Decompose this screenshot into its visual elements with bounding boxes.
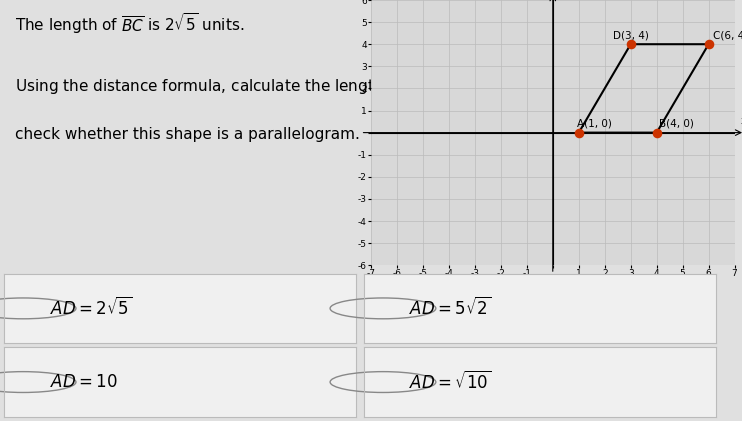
Point [703, 41, 715, 48]
Text: $AD = 5\sqrt{2}$: $AD = 5\sqrt{2}$ [410, 297, 492, 320]
Point [573, 129, 585, 136]
Text: check whether this shape is a parallelogram.: check whether this shape is a parallelog… [15, 127, 360, 142]
Text: $AD = \sqrt{10}$: $AD = \sqrt{10}$ [410, 371, 492, 393]
Text: $AD = 10$: $AD = 10$ [50, 373, 117, 391]
Point [651, 129, 663, 136]
Text: x: x [741, 116, 742, 126]
Text: A(1, 0): A(1, 0) [577, 118, 612, 128]
Text: C(6, 4): C(6, 4) [712, 31, 742, 41]
Point [625, 41, 637, 48]
Text: B(4, 0): B(4, 0) [659, 118, 695, 128]
Text: $AD = 2\sqrt{5}$: $AD = 2\sqrt{5}$ [50, 297, 132, 320]
Text: Using the distance formula, calculate the length of $\overline{AD}$ to: Using the distance formula, calculate th… [15, 74, 450, 97]
Text: The length of $\overline{BC}$ is $2\sqrt{5}$ units.: The length of $\overline{BC}$ is $2\sqrt… [15, 11, 244, 35]
Text: D(3, 4): D(3, 4) [613, 31, 649, 41]
